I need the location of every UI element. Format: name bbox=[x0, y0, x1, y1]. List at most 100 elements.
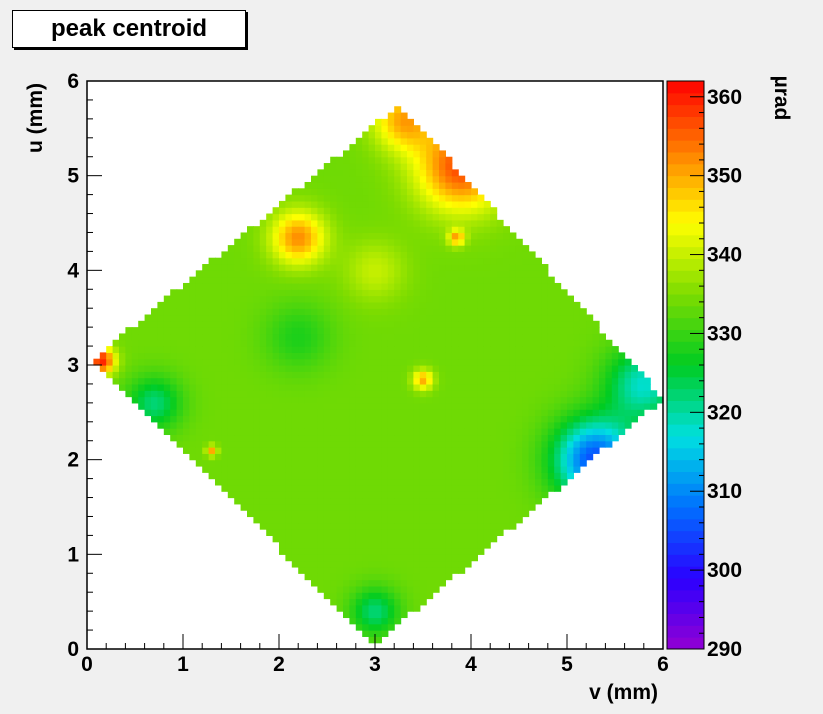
heatmap-cell bbox=[445, 333, 453, 341]
heatmap-cell bbox=[451, 390, 459, 398]
heatmap-cell bbox=[291, 371, 299, 379]
heatmap-cell bbox=[426, 188, 434, 196]
heatmap-cell bbox=[323, 428, 331, 436]
heatmap-cell bbox=[362, 144, 370, 152]
heatmap-cell bbox=[407, 219, 414, 227]
heatmap-cell bbox=[509, 402, 517, 410]
heatmap-cell bbox=[490, 409, 498, 417]
heatmap-cell bbox=[163, 396, 171, 404]
heatmap-cell bbox=[157, 301, 165, 309]
heatmap-cell bbox=[234, 238, 242, 246]
heatmap-cell bbox=[458, 264, 466, 271]
heatmap-cell bbox=[163, 371, 171, 379]
heatmap-cell bbox=[387, 339, 395, 347]
heatmap-cell bbox=[432, 200, 440, 208]
heatmap-cell bbox=[368, 226, 376, 234]
heatmap-cell bbox=[509, 510, 517, 518]
heatmap-cell bbox=[247, 238, 254, 246]
heatmap-cell bbox=[541, 270, 549, 278]
heatmap-cell bbox=[426, 314, 434, 322]
heatmap-cell bbox=[528, 352, 536, 360]
heatmap-cell bbox=[323, 554, 331, 562]
heatmap-cell bbox=[285, 276, 293, 284]
heatmap-cell bbox=[253, 289, 261, 297]
heatmap-cell bbox=[362, 529, 370, 536]
heatmap-cell bbox=[279, 434, 286, 442]
heatmap-cell bbox=[445, 573, 453, 581]
heatmap-cell bbox=[464, 251, 472, 259]
heatmap-cell bbox=[195, 358, 203, 366]
heatmap-cell bbox=[221, 365, 229, 372]
heatmap-cell bbox=[496, 301, 504, 309]
heatmap-cell bbox=[407, 320, 414, 328]
heatmap-cell bbox=[496, 219, 504, 227]
heatmap-cell bbox=[253, 491, 261, 499]
heatmap-cell bbox=[451, 327, 459, 335]
heatmap-cell bbox=[234, 320, 242, 328]
heatmap-cell bbox=[567, 314, 574, 322]
heatmap-cell bbox=[407, 566, 414, 574]
heatmap-cell bbox=[355, 383, 363, 391]
heatmap-cell bbox=[138, 390, 146, 398]
heatmap-cell bbox=[458, 365, 466, 372]
heatmap-cell bbox=[119, 333, 126, 341]
heatmap-cell bbox=[234, 270, 242, 278]
heatmap-cell bbox=[368, 371, 376, 379]
heatmap-cell bbox=[458, 390, 466, 398]
heatmap-cell bbox=[272, 238, 280, 246]
heatmap-cell bbox=[522, 415, 530, 423]
heatmap-cell bbox=[458, 371, 466, 379]
heatmap-cell bbox=[503, 503, 510, 511]
heatmap-cell bbox=[477, 365, 485, 372]
heatmap-cell bbox=[400, 352, 408, 360]
heatmap-cell bbox=[496, 529, 504, 536]
heatmap-cell bbox=[432, 282, 440, 290]
heatmap-cell bbox=[387, 131, 395, 139]
heatmap-cell bbox=[586, 365, 594, 372]
heatmap-cell bbox=[317, 409, 325, 417]
heatmap-cell bbox=[464, 447, 472, 454]
heatmap-cell bbox=[592, 333, 600, 341]
heatmap-cell bbox=[394, 245, 402, 252]
heatmap-cell bbox=[387, 282, 395, 290]
heatmap-cell bbox=[253, 440, 261, 448]
heatmap-cell bbox=[451, 491, 459, 499]
heatmap-cell bbox=[381, 484, 389, 492]
heatmap-cell bbox=[400, 579, 408, 587]
heatmap-cell bbox=[355, 188, 363, 196]
heatmap-cell bbox=[387, 434, 395, 442]
heatmap-cell bbox=[311, 320, 318, 328]
heatmap-cell bbox=[368, 529, 376, 536]
heatmap-cell bbox=[317, 308, 325, 316]
heatmap-cell bbox=[375, 415, 382, 423]
heatmap-cell bbox=[387, 541, 395, 549]
heatmap-cell bbox=[503, 295, 510, 303]
heatmap-cell bbox=[215, 346, 222, 353]
heatmap-cell bbox=[451, 472, 459, 480]
heatmap-cell bbox=[317, 219, 325, 227]
heatmap-cell bbox=[279, 308, 286, 316]
heatmap-cell bbox=[579, 415, 587, 423]
heatmap-cell bbox=[394, 314, 402, 322]
heatmap-cell bbox=[285, 428, 293, 436]
heatmap-cell bbox=[355, 611, 363, 619]
heatmap-cell bbox=[503, 371, 510, 379]
heatmap-cell bbox=[336, 365, 344, 372]
heatmap-cell bbox=[195, 434, 203, 442]
heatmap-cell bbox=[483, 301, 491, 309]
heatmap-cell bbox=[471, 333, 478, 341]
heatmap-cell bbox=[317, 327, 325, 335]
heatmap-cell bbox=[432, 453, 440, 461]
colorbar-tick-label: 340 bbox=[707, 244, 742, 267]
heatmap-cell bbox=[439, 377, 446, 385]
heatmap-cell bbox=[426, 226, 434, 234]
heatmap-cell bbox=[240, 251, 248, 259]
heatmap-cell bbox=[375, 447, 382, 454]
heatmap-cell bbox=[496, 510, 504, 518]
heatmap-cell bbox=[439, 497, 446, 505]
heatmap-cell bbox=[253, 346, 261, 353]
heatmap-cell bbox=[387, 175, 395, 183]
heatmap-cell bbox=[285, 541, 293, 549]
heatmap-cell bbox=[432, 308, 440, 316]
heatmap-cell bbox=[400, 219, 408, 227]
